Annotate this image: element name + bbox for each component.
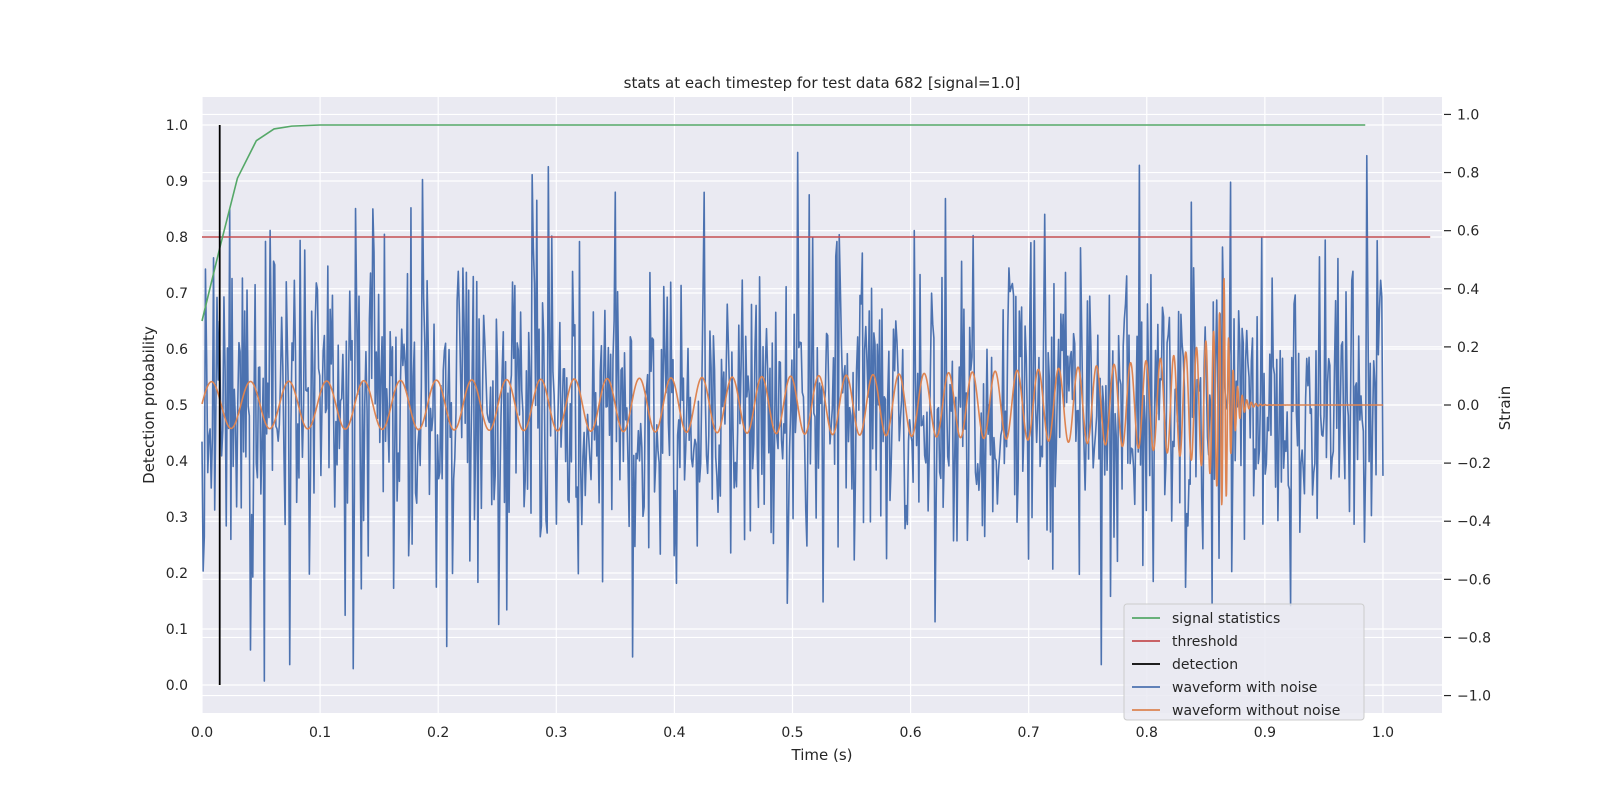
y-tick-label-right: −0.8 bbox=[1457, 630, 1491, 646]
y-tick-label-left: 0.2 bbox=[166, 566, 188, 582]
y-tick-label-right: 0.0 bbox=[1457, 398, 1479, 414]
x-tick-label: 1.0 bbox=[1372, 725, 1394, 741]
y-axis-label-right: Strain bbox=[1496, 386, 1514, 430]
y-tick-label-left: 0.3 bbox=[166, 510, 188, 526]
x-tick-label: 0.2 bbox=[427, 725, 449, 741]
y-tick-label-right: 1.0 bbox=[1457, 107, 1479, 123]
x-tick-label: 0.1 bbox=[309, 725, 331, 741]
y-ticks-left: 0.0 0.1 0.2 0.3 0.4 0.5 0.6 0.7 0.8 0.9 1.0 bbox=[166, 118, 188, 694]
y-tick-label-left: 0.4 bbox=[166, 454, 188, 470]
y-tick-label-right: −0.6 bbox=[1457, 572, 1491, 588]
legend-label: detection bbox=[1172, 657, 1238, 673]
y-tick-label-left: 0.1 bbox=[166, 622, 188, 638]
y-ticks-right: −1.0 −0.8 −0.6 −0.4 −0.2 0.0 0.2 0.4 0.6 0.8 1.0 bbox=[1444, 107, 1491, 705]
y-tick-label-left: 0.7 bbox=[166, 286, 188, 302]
y-tick-label-right: 0.6 bbox=[1457, 224, 1479, 240]
series-line-signal-statistics bbox=[201, 124, 1366, 322]
x-ticks: 0.0 0.1 0.2 0.3 0.4 0.5 0.6 0.7 0.8 0.9 1.0 bbox=[191, 725, 1394, 741]
legend-label: waveform with noise bbox=[1172, 680, 1317, 696]
y-tick-label-right: −1.0 bbox=[1457, 689, 1491, 705]
y-tick-label-left: 0.8 bbox=[166, 230, 188, 246]
y-axis-label-left: Detection probability bbox=[140, 326, 158, 484]
legend-label: signal statistics bbox=[1172, 611, 1280, 627]
x-tick-label: 0.9 bbox=[1254, 725, 1276, 741]
x-tick-label: 0.7 bbox=[1018, 725, 1040, 741]
x-tick-label: 0.6 bbox=[899, 725, 921, 741]
y-tick-label-left: 0.6 bbox=[166, 342, 188, 358]
x-tick-label: 0.8 bbox=[1136, 725, 1158, 741]
x-tick-label: 0.4 bbox=[663, 725, 685, 741]
y-tick-label-right: 0.4 bbox=[1457, 282, 1479, 298]
y-tick-label-right: −0.4 bbox=[1457, 514, 1491, 530]
series-line-waveform-with-noise bbox=[201, 151, 1384, 682]
series-line-waveform-without-noise bbox=[201, 277, 1384, 506]
x-tick-label: 0.3 bbox=[545, 725, 567, 741]
x-tick-label: 0.5 bbox=[781, 725, 803, 741]
y-tick-label-left: 0.9 bbox=[166, 174, 188, 190]
legend-box bbox=[1123, 603, 1365, 721]
x-tick-label: 0.0 bbox=[191, 725, 213, 741]
y-tick-label-left: 0.5 bbox=[166, 398, 188, 414]
x-axis-label: Time (s) bbox=[791, 746, 853, 764]
y-tick-label-right: 0.8 bbox=[1457, 166, 1479, 182]
legend: signal statistics threshold detection wavef… bbox=[1123, 603, 1365, 721]
y-tick-label-right: 0.2 bbox=[1457, 340, 1479, 356]
y-tick-label-right: −0.2 bbox=[1457, 456, 1491, 472]
legend-label: waveform without noise bbox=[1172, 703, 1340, 719]
y-tick-label-left: 1.0 bbox=[166, 118, 188, 134]
series-layer bbox=[201, 124, 1431, 685]
chart-title: stats at each timestep for test data 682… bbox=[624, 74, 1021, 92]
y-tick-label-left: 0.0 bbox=[166, 678, 188, 694]
legend-label: threshold bbox=[1172, 634, 1238, 650]
